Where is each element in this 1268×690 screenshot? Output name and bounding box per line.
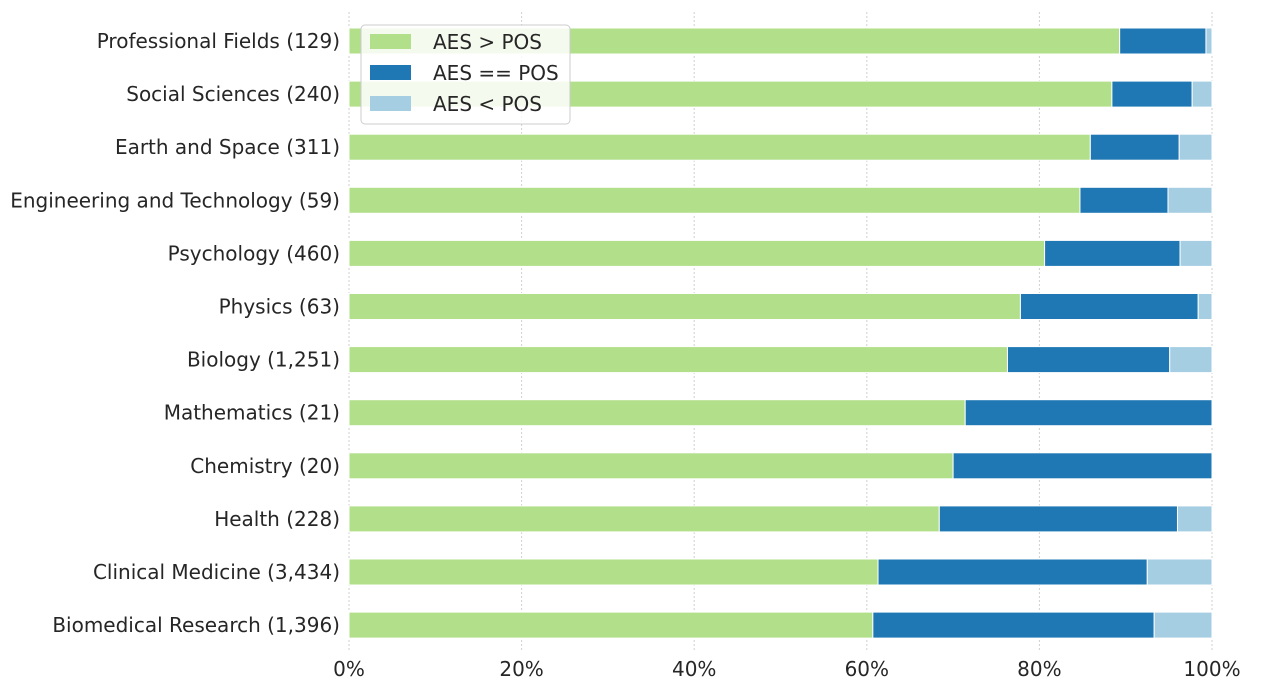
bar-segment-series-2: [1176, 505, 1213, 533]
bar-segment-series-0: [348, 186, 1081, 214]
category-labels: Professional Fields (129) Social Sciences…: [10, 29, 340, 637]
legend-entry: AES > POS: [433, 30, 542, 54]
category-label: Earth and Space (311): [115, 135, 340, 159]
legend-entry: AES < POS: [433, 92, 542, 116]
grid-lines: [348, 12, 1213, 652]
bar-segment-series-2: [1169, 346, 1213, 374]
bar-segment-series-2: [1197, 293, 1213, 320]
bars: [348, 27, 1213, 639]
bar-segment-series-1: [1044, 239, 1181, 267]
category-label: Clinical Medicine (3,434): [93, 560, 340, 584]
category-label: Engineering and Technology (59): [10, 188, 340, 212]
bar-segment-series-0: [348, 505, 940, 533]
category-label: Chemistry (20): [190, 454, 340, 478]
bar-segment-series-0: [348, 346, 1008, 374]
bar-segment-series-2: [1167, 186, 1213, 214]
bar-segment-series-0: [348, 452, 954, 480]
category-label: Biomedical Research (1,396): [52, 613, 340, 637]
bar-segment-series-0: [348, 558, 879, 586]
legend-swatch: [370, 96, 411, 111]
category-label: Social Sciences (240): [126, 82, 340, 106]
x-tick-label: 0%: [333, 657, 365, 681]
x-tick-label: 80%: [1017, 657, 1061, 681]
legend: AES > POS AES == POS AES < POS: [360, 24, 571, 125]
bar-segment-series-1: [1111, 80, 1193, 108]
x-tick-label: 100%: [1183, 657, 1240, 681]
x-tick-labels: 0% 20% 40% 60% 80% 100%: [333, 657, 1240, 681]
bar-segment-series-1: [938, 505, 1178, 533]
legend-entry: AES == POS: [433, 61, 559, 85]
x-tick-label: 20%: [499, 657, 543, 681]
x-tick-label: 60%: [845, 657, 889, 681]
bar-segment-series-0: [348, 239, 1046, 267]
category-label: Biology (1,251): [187, 348, 340, 372]
category-label: Mathematics (21): [164, 401, 340, 425]
legend-swatch: [370, 34, 411, 49]
bar-segment-series-1: [1079, 186, 1169, 214]
category-label: Physics (63): [219, 295, 340, 319]
bar-segment-series-1: [877, 558, 1148, 586]
bar-segment-series-0: [348, 611, 874, 639]
bar-segment-series-2: [1205, 27, 1213, 55]
x-tick-label: 40%: [672, 657, 716, 681]
category-label: Health (228): [214, 507, 340, 531]
bar-segment-series-1: [1019, 293, 1199, 320]
bar-segment-series-2: [1153, 611, 1213, 639]
bar-segment-series-0: [348, 293, 1021, 320]
bar-segment-series-1: [1119, 27, 1207, 55]
category-label: Professional Fields (129): [97, 29, 340, 53]
bar-segment-series-0: [348, 133, 1091, 161]
bar-segment-series-1: [964, 399, 1213, 427]
bar-segment-series-0: [348, 399, 966, 427]
bar-segment-series-2: [1146, 558, 1213, 586]
bar-segment-series-1: [872, 611, 1155, 639]
bar-segment-series-1: [1006, 346, 1171, 374]
bar-segment-series-2: [1179, 239, 1213, 267]
legend-swatch: [370, 65, 411, 80]
bar-segment-series-2: [1191, 80, 1213, 108]
category-label: Psychology (460): [168, 241, 340, 265]
legend-frame: [360, 24, 571, 125]
bar-segment-series-1: [1089, 133, 1180, 161]
bar-segment-series-2: [1178, 133, 1213, 161]
bar-segment-series-1: [952, 452, 1213, 480]
